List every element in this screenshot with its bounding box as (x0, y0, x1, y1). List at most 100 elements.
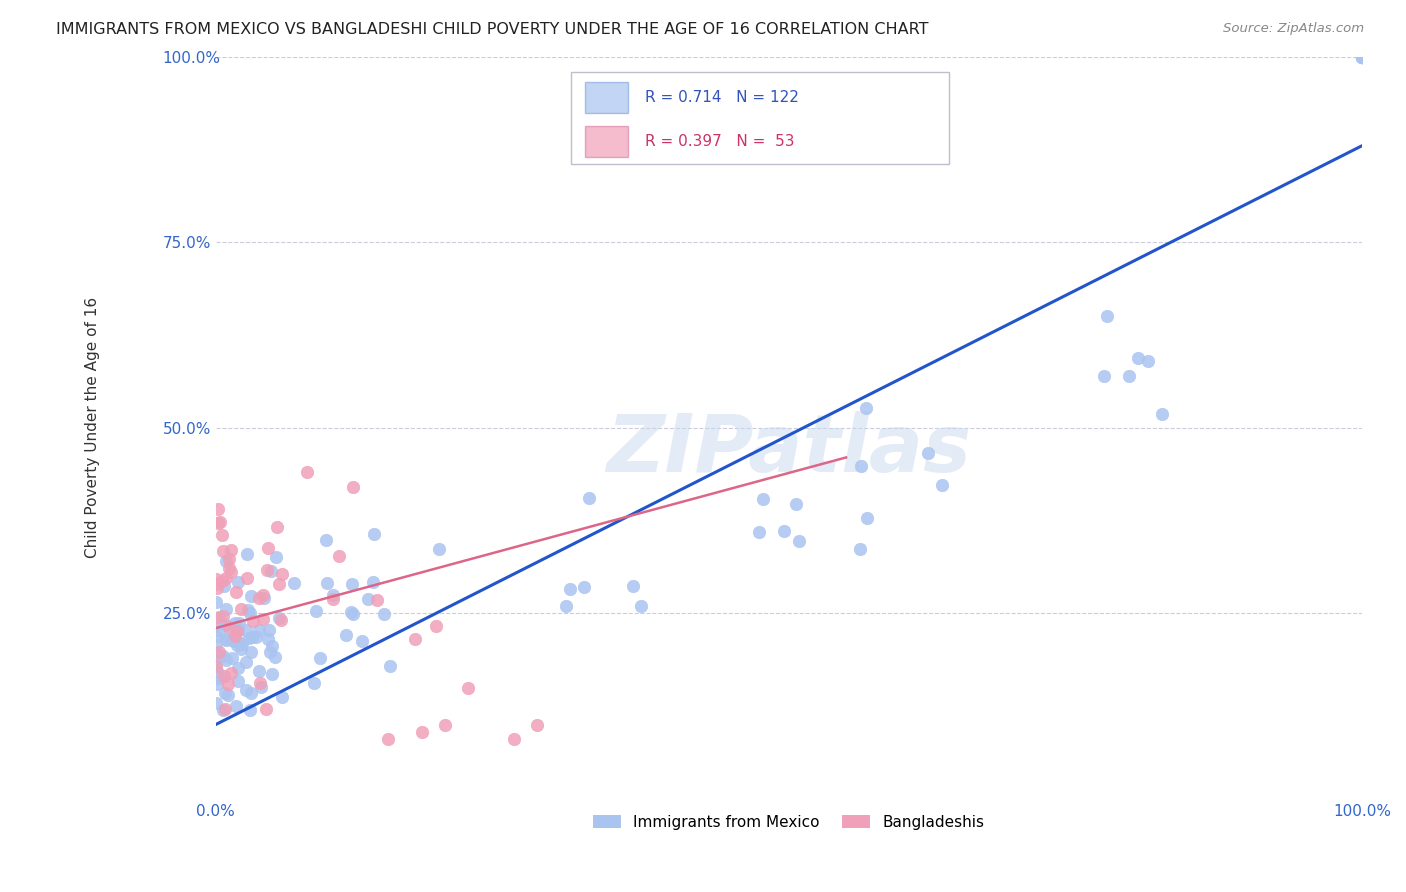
Point (322, 588, 344, 602)
Point (305, 604, 328, 618)
Point (208, 610, 231, 624)
Point (226, 638, 249, 652)
Point (215, 602, 238, 616)
Point (425, 619, 447, 633)
Point (328, 549, 350, 563)
Point (208, 648, 231, 663)
Point (308, 650, 330, 665)
Point (211, 528, 233, 542)
Point (214, 618, 236, 632)
Point (235, 624, 257, 638)
Point (228, 616, 250, 631)
Point (1351, 50, 1374, 64)
Point (931, 478, 953, 492)
Point (1351, 50, 1374, 64)
Point (1351, 50, 1374, 64)
Point (1351, 50, 1374, 64)
Point (242, 615, 264, 629)
Point (316, 575, 339, 590)
Point (249, 676, 271, 690)
Point (205, 581, 228, 595)
Point (204, 638, 226, 652)
Bar (585, 82, 628, 113)
Point (218, 561, 240, 575)
Point (212, 669, 235, 683)
Point (773, 524, 796, 538)
Point (1126, 351, 1149, 365)
Point (226, 623, 249, 637)
Point (231, 637, 253, 651)
Point (283, 575, 305, 590)
Text: IMMIGRANTS FROM MEXICO VS BANGLADESHI CHILD POVERTY UNDER THE AGE OF 16 CORRELAT: IMMIGRANTS FROM MEXICO VS BANGLADESHI CH… (56, 22, 929, 37)
Text: R = 0.397   N =  53: R = 0.397 N = 53 (645, 134, 794, 149)
Point (239, 606, 262, 620)
Point (254, 702, 277, 716)
Point (229, 601, 252, 615)
Point (621, 579, 644, 593)
Point (240, 645, 263, 659)
Point (238, 632, 260, 646)
Point (236, 547, 259, 561)
Point (1351, 50, 1374, 64)
Point (218, 677, 240, 691)
Point (352, 634, 374, 648)
Point (214, 686, 236, 700)
Point (1351, 50, 1374, 64)
Point (240, 630, 263, 644)
Point (502, 732, 524, 747)
Point (856, 511, 879, 525)
Point (215, 632, 238, 647)
Point (231, 636, 253, 650)
Point (207, 671, 229, 685)
Point (849, 541, 872, 556)
Point (253, 591, 276, 605)
Point (1092, 369, 1115, 384)
Point (204, 629, 226, 643)
Point (1351, 50, 1374, 64)
Point (219, 565, 242, 579)
Point (457, 681, 479, 695)
Point (574, 580, 596, 594)
Point (205, 664, 228, 678)
Point (222, 633, 245, 648)
Point (245, 630, 267, 644)
Point (236, 603, 259, 617)
Point (262, 639, 284, 653)
Point (221, 651, 243, 665)
Point (361, 574, 384, 589)
Point (218, 620, 240, 634)
Point (267, 611, 290, 625)
Point (252, 588, 274, 602)
Point (205, 572, 228, 586)
Point (257, 623, 280, 637)
Point (205, 617, 228, 632)
Point (1118, 368, 1140, 383)
Point (787, 534, 810, 549)
Point (630, 599, 652, 614)
Point (377, 732, 399, 747)
Point (1351, 50, 1374, 64)
Point (342, 607, 364, 621)
Point (340, 605, 363, 619)
Point (207, 502, 229, 516)
Point (264, 649, 287, 664)
Point (1351, 50, 1374, 64)
Point (224, 615, 246, 630)
Point (433, 717, 456, 731)
Point (342, 480, 364, 494)
Point (752, 491, 775, 506)
Point (270, 690, 292, 704)
Point (226, 674, 249, 689)
Point (427, 542, 450, 557)
Point (526, 717, 548, 731)
Point (225, 699, 247, 714)
Point (378, 658, 401, 673)
Y-axis label: Child Poverty Under the Age of 16: Child Poverty Under the Age of 16 (86, 297, 100, 558)
Text: Source: ZipAtlas.com: Source: ZipAtlas.com (1223, 22, 1364, 36)
Point (404, 632, 426, 646)
Point (264, 549, 287, 564)
Point (257, 632, 280, 646)
Point (219, 666, 242, 681)
Point (260, 667, 283, 681)
Point (218, 552, 240, 566)
